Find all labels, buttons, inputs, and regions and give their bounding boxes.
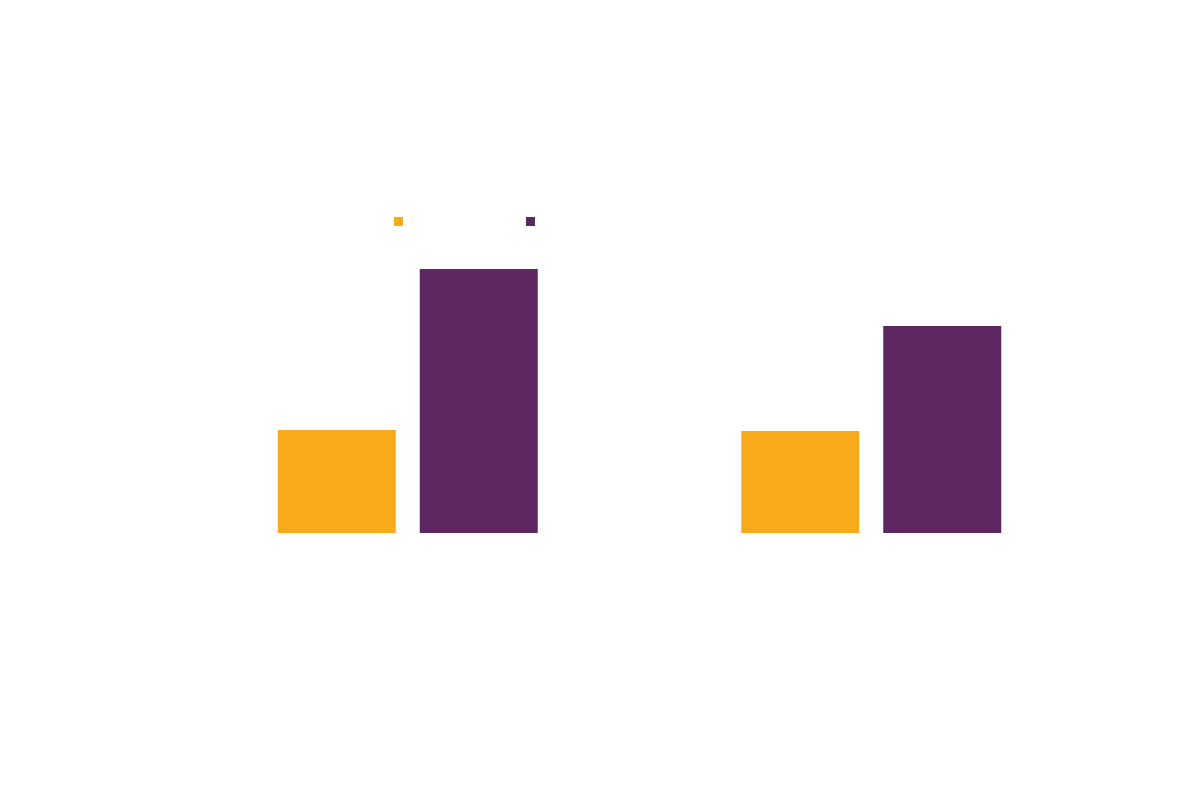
bar bbox=[277, 430, 396, 533]
legend-marker bbox=[394, 217, 403, 226]
bar bbox=[883, 326, 1002, 533]
bar bbox=[741, 431, 860, 533]
legend-marker bbox=[526, 217, 535, 226]
bar bbox=[419, 269, 538, 533]
